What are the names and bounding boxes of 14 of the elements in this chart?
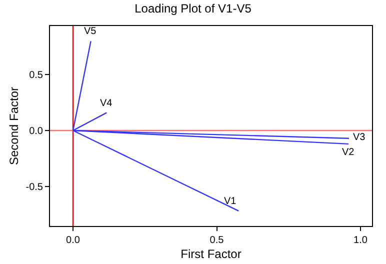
series-label: V4	[100, 98, 113, 109]
x-tick-label: 0.5	[210, 235, 224, 246]
x-tick-label: 1.0	[354, 235, 368, 246]
series-label: V5	[84, 26, 97, 37]
y-tick-label: 0.0	[29, 126, 44, 138]
chart-title: Loading Plot of V1-V5	[134, 1, 252, 16]
y-tick-label: -0.5	[26, 182, 44, 193]
series-label: V1	[224, 196, 237, 207]
series-label: V2	[342, 147, 355, 158]
series-label: V3	[353, 132, 366, 143]
y-axis-title: Second Factor	[7, 86, 22, 166]
x-tick-label: 0.0	[66, 235, 80, 246]
x-axis-title: First Factor	[180, 246, 242, 261]
y-tick-label: 0.5	[29, 70, 44, 82]
